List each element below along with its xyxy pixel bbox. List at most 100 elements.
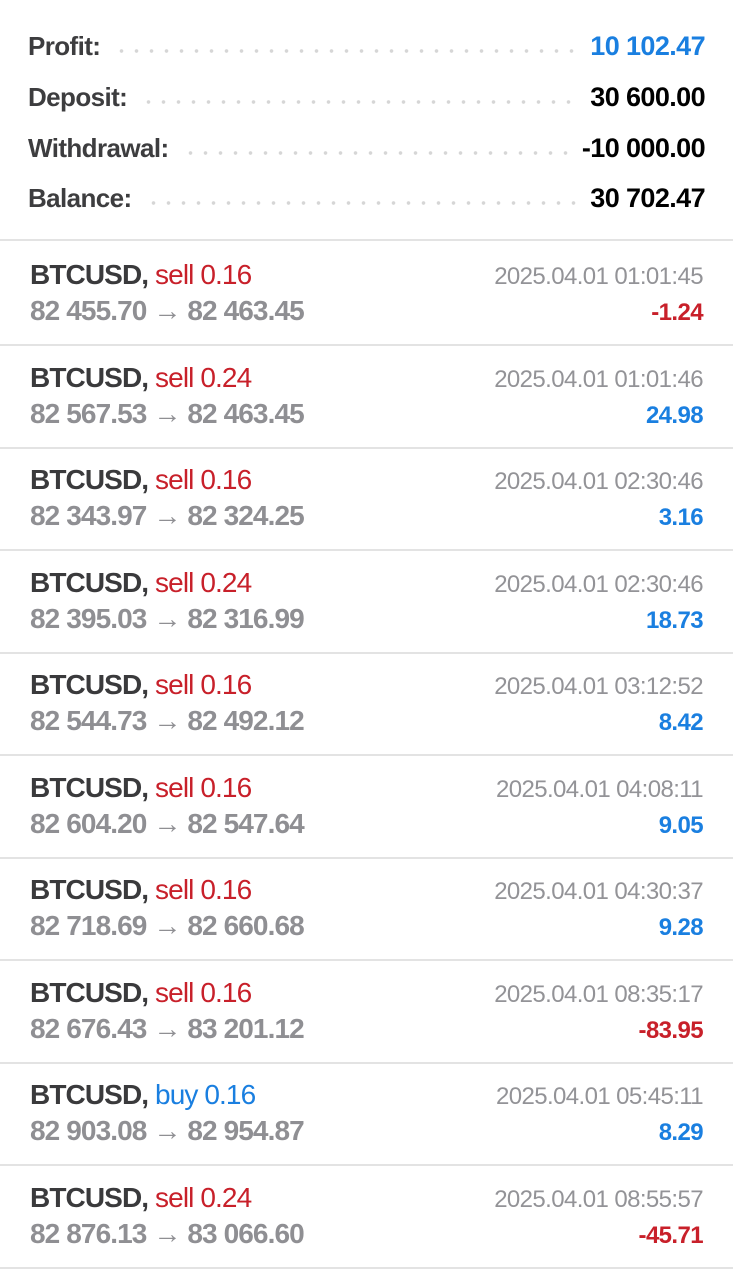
deal-profit: 9.28 <box>658 914 704 941</box>
deal-type-volume: sell 0.24 <box>155 566 252 598</box>
deal-prices: 82 455.70 → 82 463.45 <box>30 295 305 327</box>
profit-value: 10 102.47 <box>590 30 705 61</box>
dotted-leader <box>182 151 568 155</box>
divider <box>0 549 733 551</box>
deal-symbol: BTCUSD, <box>30 976 149 1008</box>
close-price: 83 066.60 <box>187 1217 304 1249</box>
deal-symbol: BTCUSD, <box>30 1181 149 1213</box>
deposit-value: 30 600.00 <box>590 81 705 112</box>
deal-time: 2025.04.01 01:01:45 <box>494 263 703 290</box>
deal-symbol: BTCUSD, <box>30 361 149 393</box>
deal-title: BTCUSD, sell 0.16 <box>30 874 252 906</box>
arrow-right-icon: → <box>153 910 181 941</box>
deal-row[interactable]: BTCUSD, sell 0.24 82 876.13 → 83 066.60 20… <box>0 1164 733 1265</box>
deal-type-volume: buy 0.16 <box>155 1079 256 1110</box>
deal-symbol: BTCUSD, <box>30 1079 149 1110</box>
balance-value: 30 702.47 <box>590 182 705 213</box>
deal-prices: 82 544.73 → 82 492.12 <box>30 705 305 737</box>
deal-symbol: BTCUSD, <box>30 874 149 905</box>
open-price: 82 718.69 <box>30 910 147 941</box>
close-price: 82 463.45 <box>187 295 304 326</box>
deal-prices: 82 395.03 → 82 316.99 <box>30 602 305 635</box>
deal-prices: 82 876.13 → 83 066.60 <box>30 1217 305 1250</box>
deal-profit: 8.29 <box>658 1119 704 1146</box>
deal-row[interactable]: BTCUSD, sell 0.16 82 544.73 → 82 492.12 20… <box>0 651 733 752</box>
deal-type-volume: sell 0.24 <box>155 1181 252 1213</box>
withdrawal-label: Withdrawal: <box>28 132 169 163</box>
deal-title: BTCUSD, sell 0.16 <box>30 669 252 701</box>
close-price: 82 463.45 <box>187 397 304 429</box>
arrow-right-icon: → <box>153 1012 181 1044</box>
deal-row[interactable]: BTCUSD, sell 0.16 82 343.97 → 82 324.25 20… <box>0 446 733 547</box>
divider <box>0 754 733 756</box>
summary-withdrawal: Withdrawal: -10 000.00 <box>28 128 706 168</box>
close-price: 82 324.25 <box>187 500 304 531</box>
close-price: 82 492.12 <box>187 705 304 736</box>
deal-prices: 82 676.43 → 83 201.12 <box>30 1012 305 1045</box>
deal-row[interactable]: BTCUSD, sell 0.24 82 395.03 → 82 316.99 20… <box>0 549 733 650</box>
dotted-leader <box>141 100 577 104</box>
deal-symbol: BTCUSD, <box>30 259 149 290</box>
arrow-right-icon: → <box>153 295 181 326</box>
deal-prices: 82 343.97 → 82 324.25 <box>30 500 305 532</box>
deposit-label: Deposit: <box>28 81 128 112</box>
deal-row[interactable]: BTCUSD, sell 0.24 82 567.53 → 82 463.45 20… <box>0 344 733 445</box>
deal-symbol: BTCUSD, <box>30 464 149 495</box>
arrow-right-icon: → <box>153 1115 181 1146</box>
deal-title: BTCUSD, sell 0.24 <box>30 566 252 599</box>
deal-profit: -45.71 <box>638 1221 704 1249</box>
deal-row[interactable]: BTCUSD, buy 0.16 82 903.08 → 82 954.87 202… <box>0 1061 733 1162</box>
account-summary: Profit: 10 102.47 Deposit: 30 600.00 Wit… <box>0 0 733 240</box>
deal-title: BTCUSD, sell 0.16 <box>30 771 252 804</box>
deal-type-volume: sell 0.16 <box>155 874 252 905</box>
profit-label: Profit: <box>28 30 101 61</box>
deal-prices: 82 604.20 → 82 547.64 <box>30 807 305 840</box>
open-price: 82 604.20 <box>30 807 147 839</box>
arrow-right-icon: → <box>153 602 181 634</box>
deal-row[interactable]: BTCUSD, sell 0.16 82 676.43 → 83 201.12 20… <box>0 959 733 1060</box>
deal-type-volume: sell 0.24 <box>155 361 252 393</box>
arrow-right-icon: → <box>153 397 181 429</box>
close-price: 82 547.64 <box>187 807 304 839</box>
divider <box>0 239 733 241</box>
deal-row[interactable]: BTCUSD, sell 0.16 82 718.69 → 82 660.68 20… <box>0 856 733 957</box>
deal-row[interactable]: BTCUSD, sell 0.16 82 455.70 → 82 463.45 20… <box>0 241 733 342</box>
deal-profit: 3.16 <box>658 504 704 531</box>
deal-symbol: BTCUSD, <box>30 566 149 598</box>
divider <box>0 1061 733 1064</box>
open-price: 82 455.70 <box>30 295 147 326</box>
deal-time: 2025.04.01 04:30:37 <box>494 878 703 905</box>
deal-type-volume: sell 0.16 <box>155 464 252 495</box>
open-price: 82 903.08 <box>30 1115 147 1146</box>
deal-profit: 24.98 <box>645 401 704 429</box>
deal-profit: -83.95 <box>638 1016 704 1044</box>
deal-type-volume: sell 0.16 <box>155 259 252 290</box>
deal-time: 2025.04.01 02:30:46 <box>494 468 703 495</box>
deal-time: 2025.04.01 08:55:57 <box>494 1185 703 1213</box>
deal-symbol: BTCUSD, <box>30 669 149 700</box>
open-price: 82 876.13 <box>30 1217 147 1249</box>
dotted-leader <box>145 201 577 205</box>
close-price: 82 660.68 <box>187 910 304 941</box>
deal-symbol: BTCUSD, <box>30 771 149 803</box>
deal-profit: 18.73 <box>645 606 704 634</box>
deal-title: BTCUSD, sell 0.16 <box>30 259 252 291</box>
divider <box>0 1266 733 1269</box>
deal-title: BTCUSD, sell 0.24 <box>30 361 252 394</box>
deal-time: 2025.04.01 05:45:11 <box>495 1083 704 1110</box>
deal-title: BTCUSD, sell 0.16 <box>30 464 252 496</box>
deal-row[interactable]: BTCUSD, sell 0.16 82 604.20 → 82 547.64 20… <box>0 754 733 855</box>
deal-title: BTCUSD, sell 0.24 <box>30 1181 252 1214</box>
divider <box>0 856 733 859</box>
deal-time: 2025.04.01 01:01:46 <box>494 365 703 393</box>
deal-time: 2025.04.01 03:12:52 <box>494 673 703 700</box>
dotted-leader <box>114 49 577 53</box>
divider <box>0 446 733 449</box>
deal-prices: 82 718.69 → 82 660.68 <box>30 910 305 942</box>
deal-prices: 82 567.53 → 82 463.45 <box>30 397 305 430</box>
deal-title: BTCUSD, sell 0.16 <box>30 976 252 1009</box>
open-price: 82 544.73 <box>30 705 147 736</box>
deal-profit: 8.42 <box>658 709 704 736</box>
divider <box>0 1164 733 1166</box>
summary-balance: Balance: 30 702.47 <box>28 178 706 218</box>
